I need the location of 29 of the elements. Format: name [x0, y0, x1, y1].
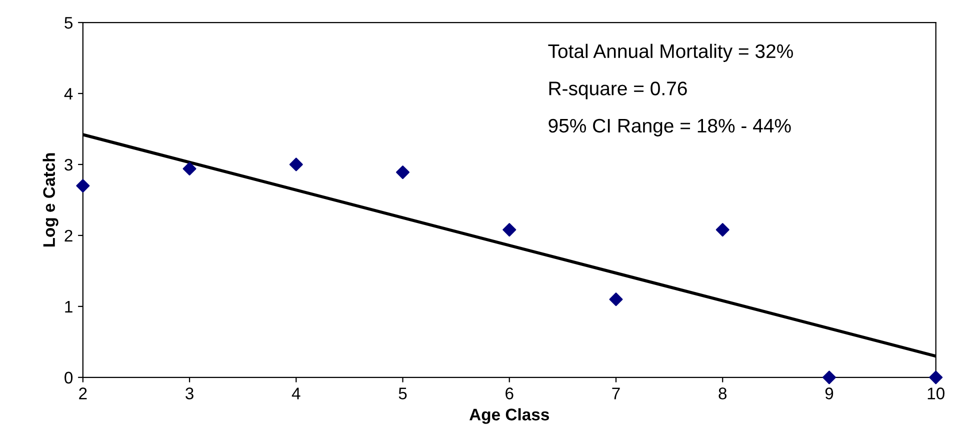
x-tick-label: 5 [398, 388, 407, 400]
x-tick-label: 3 [186, 388, 194, 400]
x-axis-title: Age Class [470, 408, 549, 424]
y-tick-label: 5 [64, 17, 72, 29]
point [182, 162, 196, 176]
point [609, 292, 623, 306]
annotation: R-square = 0.76 [549, 82, 687, 100]
x-tick-label: 4 [292, 388, 300, 400]
point [929, 370, 943, 384]
x-tick-label: 6 [506, 388, 514, 400]
point [502, 223, 516, 237]
x-tick-label: 2 [79, 388, 87, 400]
y-tick-label: 1 [65, 301, 72, 312]
y-axis-title: Log e Catch [42, 153, 58, 247]
point [76, 179, 90, 193]
point [822, 370, 836, 384]
x-tick-label: 10 [928, 388, 944, 400]
annotation: Total Annual Mortality = 32% [548, 44, 793, 62]
x-tick-label: 7 [612, 388, 620, 400]
y-tick-label: 2 [64, 230, 72, 242]
annotation: 95% CI Range = 18% - 44% [548, 118, 791, 136]
point [396, 166, 410, 180]
point [716, 223, 730, 237]
x-tick-label: 8 [718, 388, 727, 400]
y-tick-label: 3 [64, 158, 72, 171]
x-tick-label: 9 [825, 388, 834, 400]
y-tick-label: 4 [64, 88, 73, 100]
y-tick-label: 0 [64, 372, 73, 384]
point [289, 158, 303, 172]
